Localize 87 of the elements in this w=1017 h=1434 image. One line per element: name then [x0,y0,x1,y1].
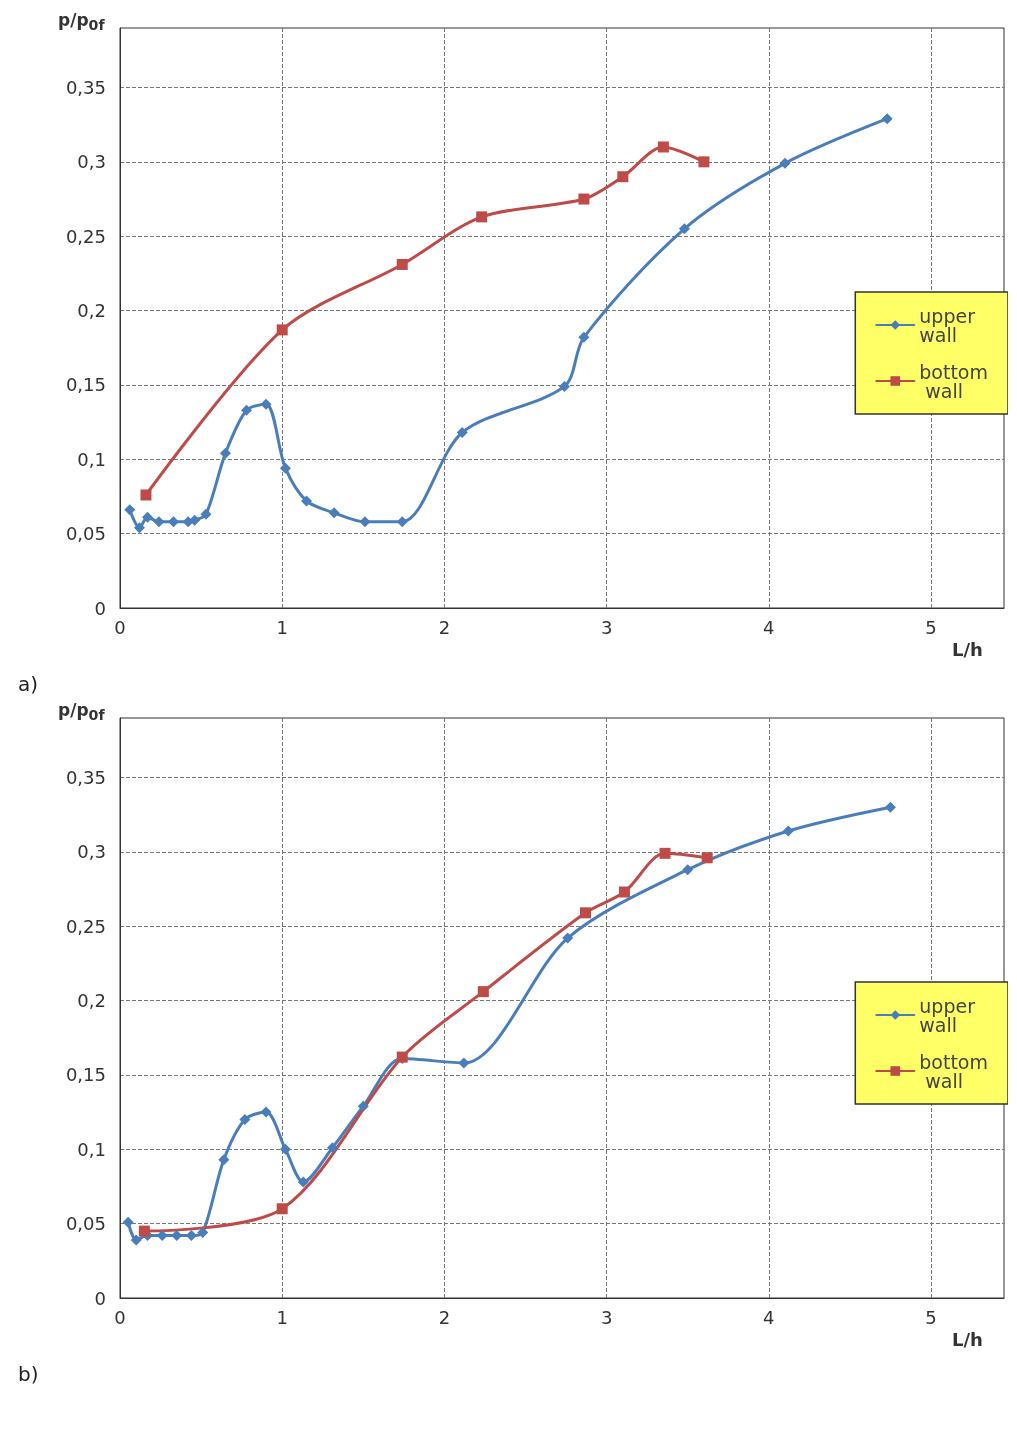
point [153,516,165,528]
y-tick-label: 0 [94,1287,106,1309]
point [357,1100,369,1112]
y-tick-label: 0,3 [77,841,106,863]
point [458,1057,470,1069]
point [200,508,212,520]
x-tick-label: 0 [114,616,126,638]
y-tick-label: 0,15 [65,374,106,396]
point [578,331,590,343]
point [456,427,468,439]
point [396,258,408,270]
y-axis-title: p/p$_{0f}$ [58,700,105,724]
point [130,1234,142,1246]
text: b) [18,1362,39,1386]
y-tick-label: 0,05 [65,523,106,545]
point [359,516,371,528]
legend-label: bottom wall [919,1050,988,1092]
y-tick-label: 0 [94,597,106,619]
point [140,489,152,501]
x-tick-label: 1 [276,616,288,638]
x-tick-label: 2 [438,1306,451,1328]
point [124,504,136,516]
point [884,801,896,813]
point [239,1114,251,1126]
point [580,907,592,919]
y-tick-label: 0,15 [65,1064,106,1086]
point [279,462,291,474]
y-tick-label: 0,1 [77,1138,106,1160]
point [657,141,669,153]
point [197,1227,209,1239]
legend-label: bottom wall [919,360,988,402]
y-tick-label: 0,2 [77,990,106,1012]
legend-label: upper wall [919,994,981,1036]
point [297,1176,309,1188]
point [698,156,710,168]
point [618,886,630,898]
point [326,1142,338,1154]
point [189,514,201,526]
y-tick-label: 0,25 [65,225,106,247]
point [617,171,629,183]
x-tick-label: 3 [600,616,613,638]
x-tick-label: 0 [114,1306,126,1328]
point [328,507,340,519]
point [142,511,154,523]
point [122,1216,134,1228]
y-tick-label: 0,3 [77,151,106,173]
y-tick-label: 0,35 [65,766,106,788]
y-tick-label: 0,2 [77,300,106,322]
x-axis-title: L/h [952,638,983,660]
x-tick-label: 4 [763,616,775,638]
x-tick-label: 4 [763,1306,775,1328]
point [396,516,408,528]
point [133,522,145,534]
point [218,1154,230,1166]
point [578,193,590,205]
x-tick-label: 1 [276,1306,288,1328]
legend-label: upper wall [919,304,981,346]
point [701,852,713,864]
point [219,447,231,459]
point [558,380,570,392]
point [477,986,489,998]
point [279,1143,291,1155]
point [301,495,313,507]
point [476,211,488,223]
y-tick-label: 0,25 [65,915,106,937]
y-tick-label: 0,35 [65,76,106,98]
point [138,1225,150,1237]
point [659,847,671,859]
x-axis-title: L/h [952,1328,983,1350]
point [562,932,574,944]
point [779,157,791,169]
y-axis-title: p/p$_{0f}$ [58,10,105,34]
point [276,324,288,336]
point [241,404,253,416]
text: a) [18,672,39,696]
point [682,864,694,876]
x-tick-label: 2 [438,616,451,638]
x-tick-label: 3 [600,1306,613,1328]
y-tick-label: 0,1 [77,448,106,470]
x-tick-label: 5 [925,616,937,638]
point [260,1106,272,1118]
point [678,223,690,235]
x-tick-label: 5 [925,1306,937,1328]
point [782,825,794,837]
point [881,113,893,125]
y-tick-label: 0,05 [65,1213,106,1235]
point [276,1203,288,1215]
